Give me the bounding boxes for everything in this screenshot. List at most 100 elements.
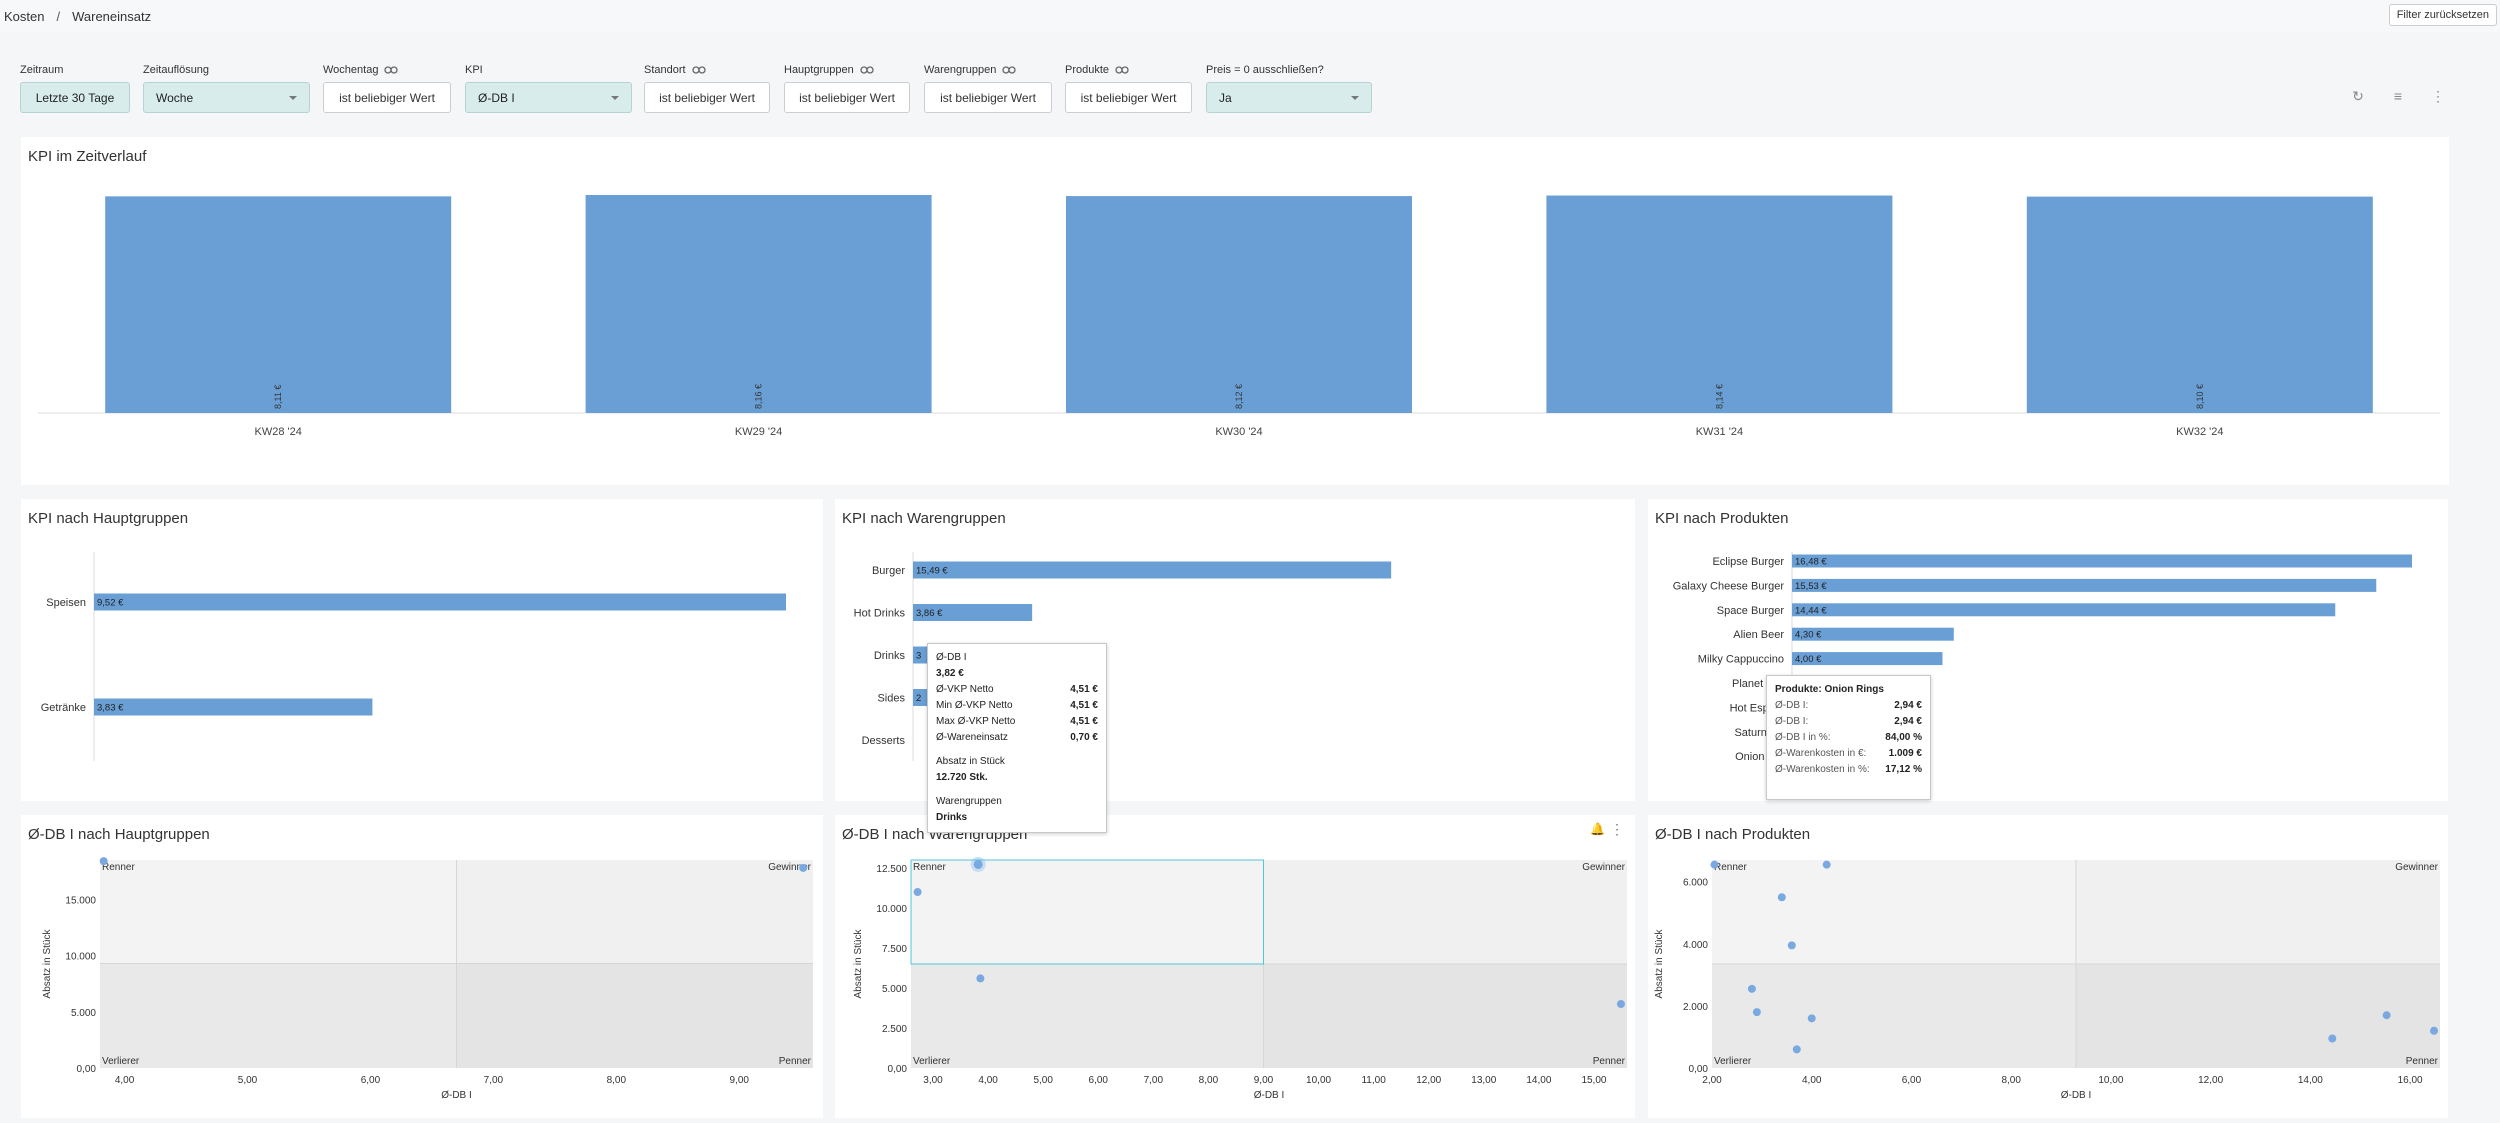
quadrant-label: Verlierer: [1714, 1056, 1752, 1067]
y-tick-label: 2.000: [1683, 1002, 1708, 1013]
filter-label: Produkte: [1065, 62, 1192, 78]
zeitraum-select[interactable]: Letzte 30 Tage: [20, 82, 130, 113]
data-label: 9,52 €: [97, 598, 124, 609]
tooltip-absatz-label: Absatz in Stück: [936, 756, 1005, 767]
refresh-icon[interactable]: ↻: [2352, 88, 2364, 104]
filter-icon[interactable]: ≡: [2393, 88, 2403, 104]
y-tick-label: 0,00: [1689, 1064, 1709, 1075]
select-value: Woche: [156, 90, 194, 105]
tooltip-row-value: 2,94 €: [1894, 716, 1922, 727]
card-title: KPI nach Warengruppen: [842, 510, 1006, 527]
x-tick-label: 6,00: [1902, 1075, 1922, 1086]
more-vert-icon[interactable]: ⋮: [1610, 821, 1624, 837]
category-label: Milky Cappuccino: [1698, 654, 1784, 666]
chevron-down-icon: [611, 95, 619, 100]
x-tick-label: 7,00: [1144, 1075, 1164, 1086]
card-title: KPI im Zeitverlauf: [28, 148, 147, 165]
link-icon[interactable]: [384, 65, 399, 75]
tooltip-title: Produkte: Onion Rings: [1775, 684, 1884, 695]
tooltip-row-value: 4,51 €: [1070, 684, 1098, 695]
scatter-point: [799, 863, 808, 872]
x-tick-label: 4,00: [978, 1075, 998, 1086]
reset-filters-button[interactable]: Filter zurücksetzen: [2388, 4, 2497, 26]
preis-select[interactable]: Ja: [1206, 82, 1372, 113]
bell-icon[interactable]: 🔔: [1590, 822, 1605, 836]
scatter-warengruppen-chart: Renner Gewinner Verlierer Penner 3,00 4,00 5,0…: [853, 856, 1627, 1101]
x-tick-label: 8,00: [607, 1075, 627, 1086]
tooltip-group-value: Drinks: [936, 812, 968, 823]
hauptgruppen-select[interactable]: ist beliebiger Wert: [784, 82, 910, 113]
y-tick-label: 5.000: [882, 984, 907, 995]
category-label: Eclipse Burger: [1712, 556, 1784, 568]
scatter-hauptgruppen-chart: Renner Gewinner Verlierer Penner 4,00 5,00 6,0…: [42, 857, 813, 1101]
filter-label-text: Hauptgruppen: [784, 64, 854, 76]
filter-label-text: Produkte: [1065, 64, 1110, 76]
warengruppen-select[interactable]: ist beliebiger Wert: [924, 82, 1052, 113]
bar: [1792, 578, 2377, 592]
x-tick-label: 6,00: [1089, 1075, 1109, 1086]
y-tick-label: 5.000: [71, 1008, 96, 1019]
quadrant-penner: [1263, 964, 1627, 1068]
breadcrumb-current: Wareneinsatz: [72, 9, 152, 24]
x-tick-label: 8,00: [2001, 1075, 2021, 1086]
data-label: 15,49 €: [916, 566, 948, 577]
category-label: Getränke: [41, 702, 86, 714]
x-tick-label: 5,00: [238, 1075, 258, 1086]
bar: [94, 698, 373, 716]
quadrant-renner: [100, 860, 457, 964]
tooltip-row-value: 0,70 €: [1070, 732, 1098, 743]
kpi-select[interactable]: Ø-DB I: [465, 82, 632, 113]
filter-zeitaufloesung: Zeitauflösung Woche: [143, 62, 310, 113]
x-axis-label: Ø-DB I: [441, 1090, 472, 1101]
quadrant-label: Renner: [913, 862, 946, 873]
data-label: 8,12 €: [1234, 384, 1244, 409]
y-tick-label: 12.500: [876, 864, 907, 875]
category-label: Desserts: [862, 735, 906, 747]
quadrant-renner: [911, 860, 1264, 964]
bar: [94, 593, 786, 611]
filter-zeitraum: Zeitraum Letzte 30 Tage: [20, 62, 130, 113]
quadrant-verlierer: [100, 963, 457, 1068]
card-title: Ø-DB I nach Hauptgruppen: [28, 826, 210, 843]
card-hauptgruppen: KPI nach Hauptgruppen Speisen 9,52 € Geträ…: [21, 499, 823, 801]
wochentag-select[interactable]: ist beliebiger Wert: [323, 82, 451, 113]
data-label: 8,16 €: [754, 384, 764, 409]
produkte-select[interactable]: ist beliebiger Wert: [1065, 82, 1192, 113]
category-label: Galaxy Cheese Burger: [1673, 580, 1785, 592]
filter-label: Wochentag: [323, 62, 451, 78]
bar: [913, 561, 1392, 579]
tooltip-row-label: Ø-DB I:: [1775, 716, 1809, 727]
bar: [913, 604, 1033, 621]
category-label: Alien Beer: [1733, 629, 1784, 641]
filter-preis: Preis = 0 ausschließen? Ja: [1206, 62, 1372, 113]
select-value: Ø-DB I: [478, 90, 515, 105]
category-label: Sides: [877, 693, 905, 705]
link-icon[interactable]: [860, 65, 874, 75]
link-icon[interactable]: [1115, 65, 1129, 75]
card-scatter-produkte: Ø-DB I nach Produkten Renner Gewinner Verl…: [1648, 815, 2448, 1118]
standort-select[interactable]: ist beliebiger Wert: [644, 82, 770, 113]
data-label: 3,83 €: [97, 703, 124, 714]
tick-label: KW28 '24: [255, 426, 302, 438]
link-icon[interactable]: [1002, 65, 1017, 75]
tooltip-produkte: Produkte: Onion Rings Ø-DB I: 2,94 € Ø-DB…: [1766, 675, 1931, 800]
tooltip-row-value: 17,12 %: [1885, 764, 1922, 775]
quadrant-label: Penner: [2406, 1056, 2439, 1067]
scatter-point: [99, 857, 108, 866]
zeitaufloesung-select[interactable]: Woche: [143, 82, 310, 113]
filter-label: Zeitraum: [20, 64, 64, 76]
breadcrumb-root[interactable]: Kosten: [4, 9, 45, 24]
link-icon[interactable]: [691, 65, 706, 75]
quadrant-gewinner: [456, 860, 813, 964]
filter-label: Preis = 0 ausschließen?: [1206, 64, 1324, 76]
y-tick-label: 6.000: [1683, 878, 1708, 889]
more-vert-icon[interactable]: ⋮: [2431, 88, 2445, 104]
x-tick-label: 5,00: [1033, 1075, 1053, 1086]
scatter-produkte-chart: Renner Gewinner Verlierer Penner 2,00 4,00 6,0…: [1654, 860, 2440, 1101]
filter-hauptgruppen: Hauptgruppen ist beliebiger Wert: [784, 62, 910, 113]
scatter-point: [1807, 1014, 1816, 1023]
chevron-down-icon: [1351, 95, 1359, 100]
x-tick-label: 13,00: [1471, 1075, 1496, 1086]
x-tick-label: 9,00: [1254, 1075, 1274, 1086]
x-axis-label: Ø-DB I: [1254, 1090, 1285, 1101]
